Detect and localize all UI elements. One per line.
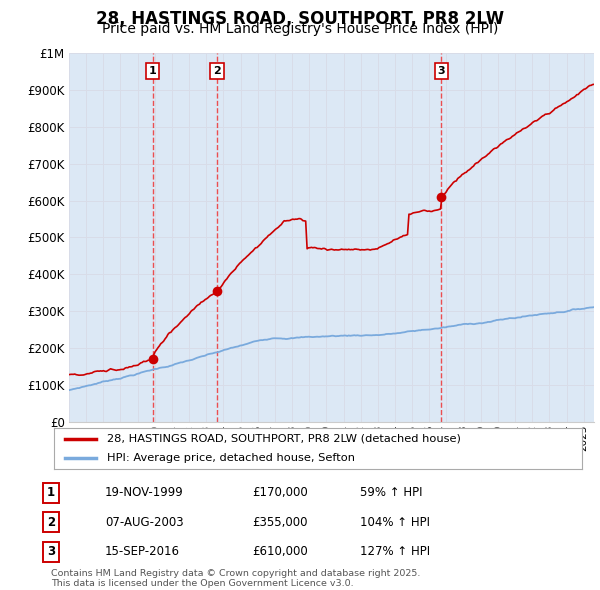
Text: 59% ↑ HPI: 59% ↑ HPI xyxy=(360,486,422,499)
Text: Price paid vs. HM Land Registry's House Price Index (HPI): Price paid vs. HM Land Registry's House … xyxy=(102,22,498,36)
Text: 07-AUG-2003: 07-AUG-2003 xyxy=(105,516,184,529)
Text: £610,000: £610,000 xyxy=(252,545,308,558)
Text: 3: 3 xyxy=(437,66,445,76)
Text: 1: 1 xyxy=(149,66,157,76)
Text: 2: 2 xyxy=(47,516,55,529)
Bar xyxy=(217,53,442,422)
Text: Contains HM Land Registry data © Crown copyright and database right 2025.
This d: Contains HM Land Registry data © Crown c… xyxy=(51,569,421,588)
Text: 104% ↑ HPI: 104% ↑ HPI xyxy=(360,516,430,529)
Text: 2: 2 xyxy=(213,66,221,76)
Text: 1: 1 xyxy=(47,486,55,499)
Text: 3: 3 xyxy=(47,545,55,558)
Bar xyxy=(69,53,152,422)
Text: £170,000: £170,000 xyxy=(252,486,308,499)
Text: 28, HASTINGS ROAD, SOUTHPORT, PR8 2LW: 28, HASTINGS ROAD, SOUTHPORT, PR8 2LW xyxy=(96,10,504,28)
Text: HPI: Average price, detached house, Sefton: HPI: Average price, detached house, Seft… xyxy=(107,453,355,463)
Bar xyxy=(152,53,217,422)
Text: 28, HASTINGS ROAD, SOUTHPORT, PR8 2LW (detached house): 28, HASTINGS ROAD, SOUTHPORT, PR8 2LW (d… xyxy=(107,434,461,444)
Text: 127% ↑ HPI: 127% ↑ HPI xyxy=(360,545,430,558)
Text: 15-SEP-2016: 15-SEP-2016 xyxy=(105,545,180,558)
Text: £355,000: £355,000 xyxy=(252,516,308,529)
Bar xyxy=(442,53,594,422)
Text: 19-NOV-1999: 19-NOV-1999 xyxy=(105,486,184,499)
